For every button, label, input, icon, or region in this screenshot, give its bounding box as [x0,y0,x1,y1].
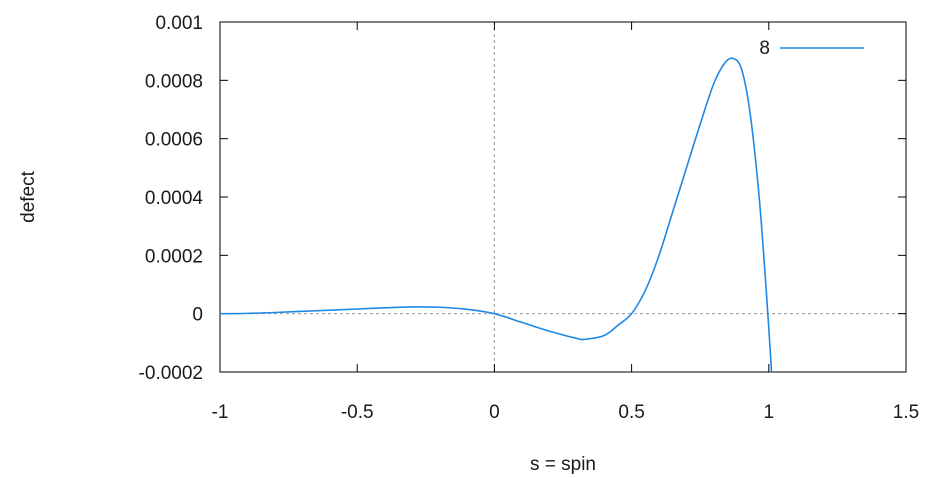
zero-lines [220,22,906,372]
y-tick-label: 0.0006 [145,130,203,151]
x-tick-label: 0.5 [618,402,644,423]
plot-frame [219,21,907,373]
x-tick-label: 1.5 [893,402,919,423]
x-tick-label: 0 [489,402,500,423]
x-axis-label: s = spin [530,454,596,475]
series-layer [220,57,773,372]
x-tick-labels: -1 -0.5 0 0.5 1 1.5 [212,402,920,423]
y-tick-label: -0.0002 [139,363,203,384]
x-tick-label: -0.5 [341,402,374,423]
axis-ticks [219,21,907,373]
y-tick-label: 0.001 [155,13,203,34]
y-tick-label: 0.0008 [145,71,203,92]
y-tick-label: 0.0002 [145,246,203,267]
y-tick-label: 0 [192,305,203,326]
series-line-8 [220,57,773,372]
y-tick-label: 0.0004 [145,188,204,209]
legend: 8 [759,38,864,59]
legend-label: 8 [759,38,770,59]
y-tick-labels: -0.0002 0 0.0002 0.0004 0.0006 0.0008 0.001 [139,13,204,384]
x-tick-label: -1 [212,402,229,423]
x-tick-label: 1 [764,402,775,423]
y-axis-label: defect [18,170,39,222]
